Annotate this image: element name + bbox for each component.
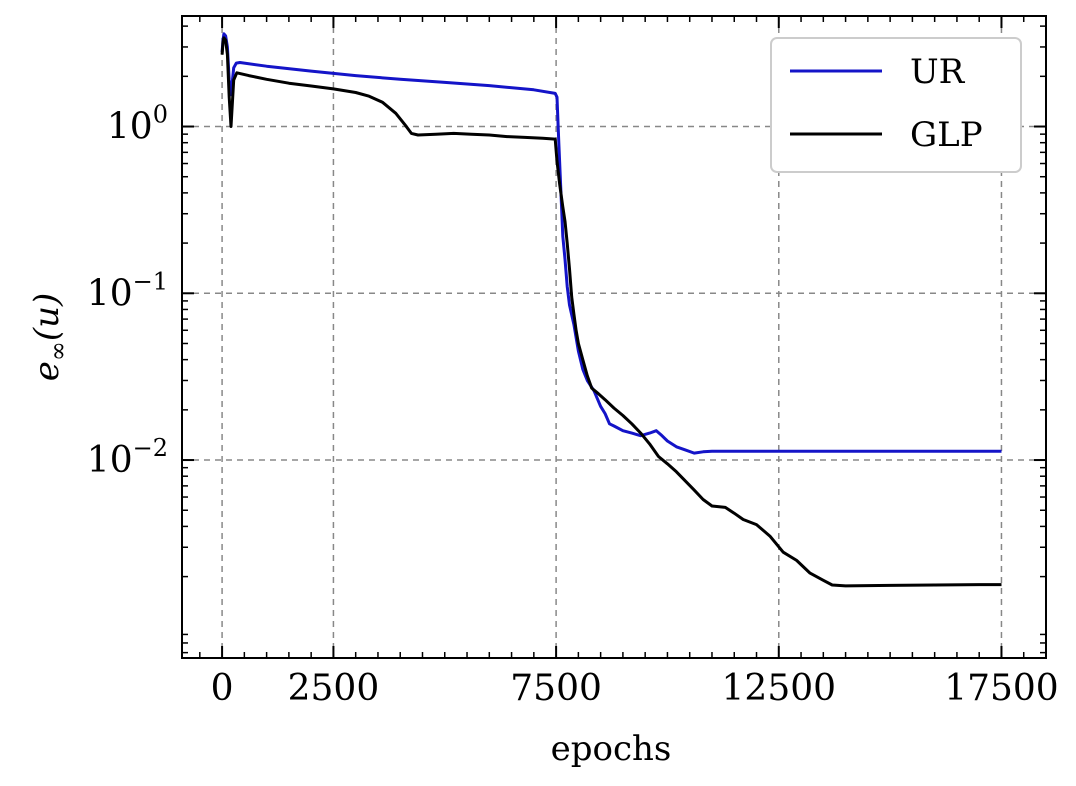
x-tick-label: 12500 [722, 668, 837, 709]
y-axis-title: e∞(u) [27, 293, 72, 382]
y-axis-title-base: e [27, 361, 67, 381]
series-line-ur [220, 32, 1002, 455]
x-tick-label: 2500 [288, 668, 380, 709]
plot-frame [181, 15, 1047, 659]
legend-label-ur: UR [910, 52, 966, 92]
legend-box [770, 37, 1022, 173]
x-tick-label: 17500 [944, 668, 1059, 709]
x-tick-labels: 0 2500 7500 12500 17500 [211, 668, 1059, 709]
y-tick-labels: 100 10−1 10−2 [87, 101, 168, 482]
x-tick-label: 0 [211, 668, 234, 709]
legend: UR GLP [770, 37, 1022, 173]
y-tick-label: 10−1 [87, 267, 168, 314]
x-axis-title: epochs [551, 729, 672, 769]
x-tick-label: 7500 [510, 668, 602, 709]
svg-text:e∞(u): e∞(u) [27, 293, 72, 382]
y-axis-title-argument: (u) [27, 293, 67, 341]
series-line-glp [220, 36, 1002, 588]
y-axis-title-subscript: ∞ [44, 341, 72, 361]
legend-label-glp: GLP [910, 115, 983, 155]
series-layer [220, 32, 1002, 588]
y-tick-label: 10−2 [87, 434, 168, 481]
y-tick-label: 100 [107, 101, 168, 148]
